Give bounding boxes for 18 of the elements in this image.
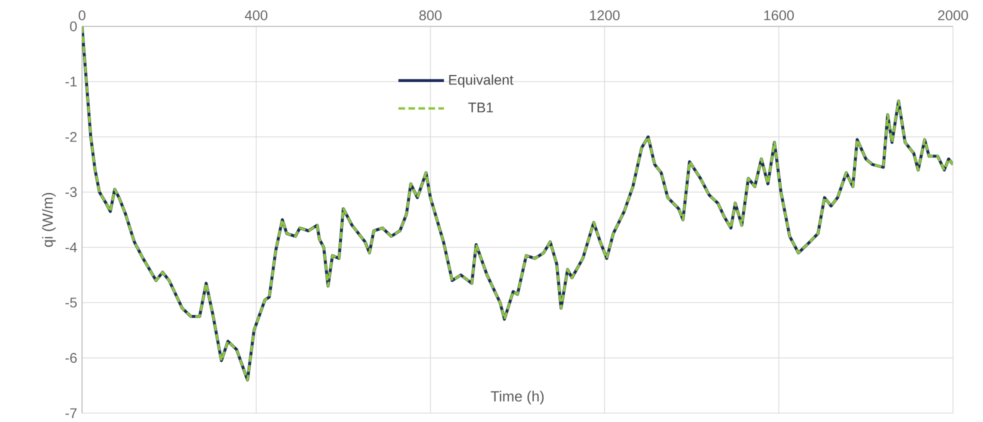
x-axis-title: Time (h) [490, 390, 544, 404]
legend-label: TB1 [468, 102, 493, 112]
y-tick-label: -5 [65, 298, 77, 308]
y-tick-label: -4 [65, 242, 77, 252]
x-tick-label: 0 [78, 10, 86, 20]
y-tick-label: -1 [65, 76, 77, 86]
x-tick-label: 400 [244, 10, 268, 20]
y-tick-label: -2 [65, 132, 77, 142]
y-tick-label: -7 [65, 408, 77, 418]
x-tick-label: 800 [419, 10, 442, 20]
y-tick-label: -6 [65, 352, 77, 363]
legend-label: Equivalent [449, 74, 514, 88]
y-axis-title: qi (W/m) [42, 192, 56, 247]
x-tick-label: 1600 [764, 10, 794, 20]
y-tick-label: 0 [70, 21, 77, 32]
x-tick-label: 2000 [938, 10, 968, 20]
x-tick-label: 1200 [590, 10, 620, 20]
y-tick-label: -3 [65, 187, 77, 198]
